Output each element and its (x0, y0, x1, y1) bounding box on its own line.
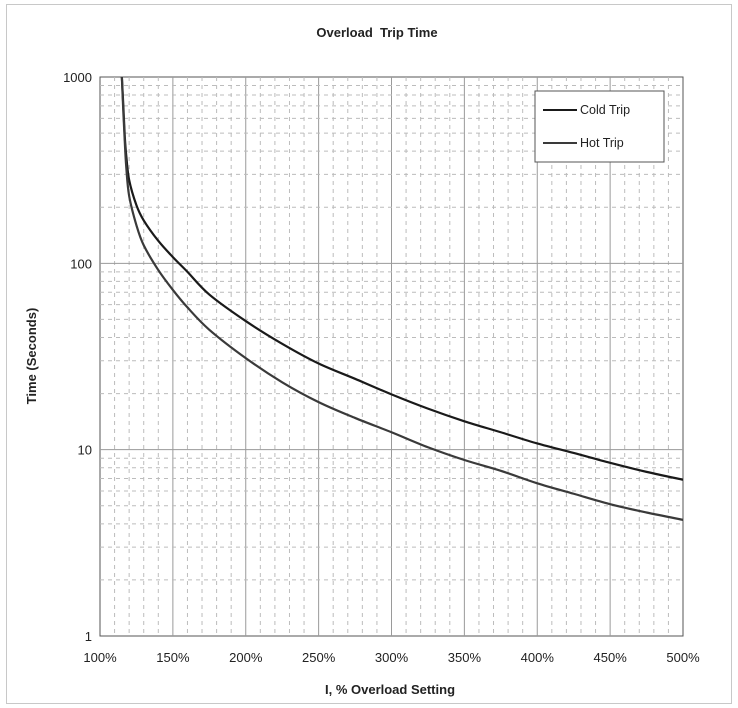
x-tick-label: 100% (83, 650, 117, 665)
y-tick-labels: 1 10 100 1000 (63, 70, 92, 644)
grid-lines (100, 77, 683, 636)
x-tick-label: 250% (302, 650, 336, 665)
x-tick-label: 450% (594, 650, 628, 665)
x-axis-label: I, % Overload Setting (325, 682, 455, 697)
y-tick-label: 10 (78, 443, 92, 458)
y-axis-label: Time (Seconds) (24, 308, 39, 405)
x-tick-label: 200% (229, 650, 263, 665)
x-tick-label: 300% (375, 650, 409, 665)
y-tick-label: 1000 (63, 70, 92, 85)
x-tick-label: 150% (156, 650, 190, 665)
series-line-cold-trip (120, 77, 683, 481)
legend-label-hot-trip: Hot Trip (580, 136, 624, 150)
legend: Cold Trip Hot Trip (534, 90, 665, 163)
y-tick-label: 100 (70, 256, 92, 271)
legend-box (534, 90, 665, 163)
x-tick-label: 500% (666, 650, 700, 665)
x-tick-labels: 100% 150% 200% 250% 300% 350% 400% 450% 500% (83, 650, 700, 665)
x-tick-label: 400% (521, 650, 555, 665)
chart-frame (6, 4, 732, 704)
series-lines (120, 77, 683, 521)
y-tick-label: 1 (85, 629, 92, 644)
chart-title: Overload Trip Time (316, 25, 437, 40)
series-line-hot-trip (120, 77, 683, 521)
x-tick-label: 350% (448, 650, 482, 665)
legend-label-cold-trip: Cold Trip (580, 103, 630, 117)
